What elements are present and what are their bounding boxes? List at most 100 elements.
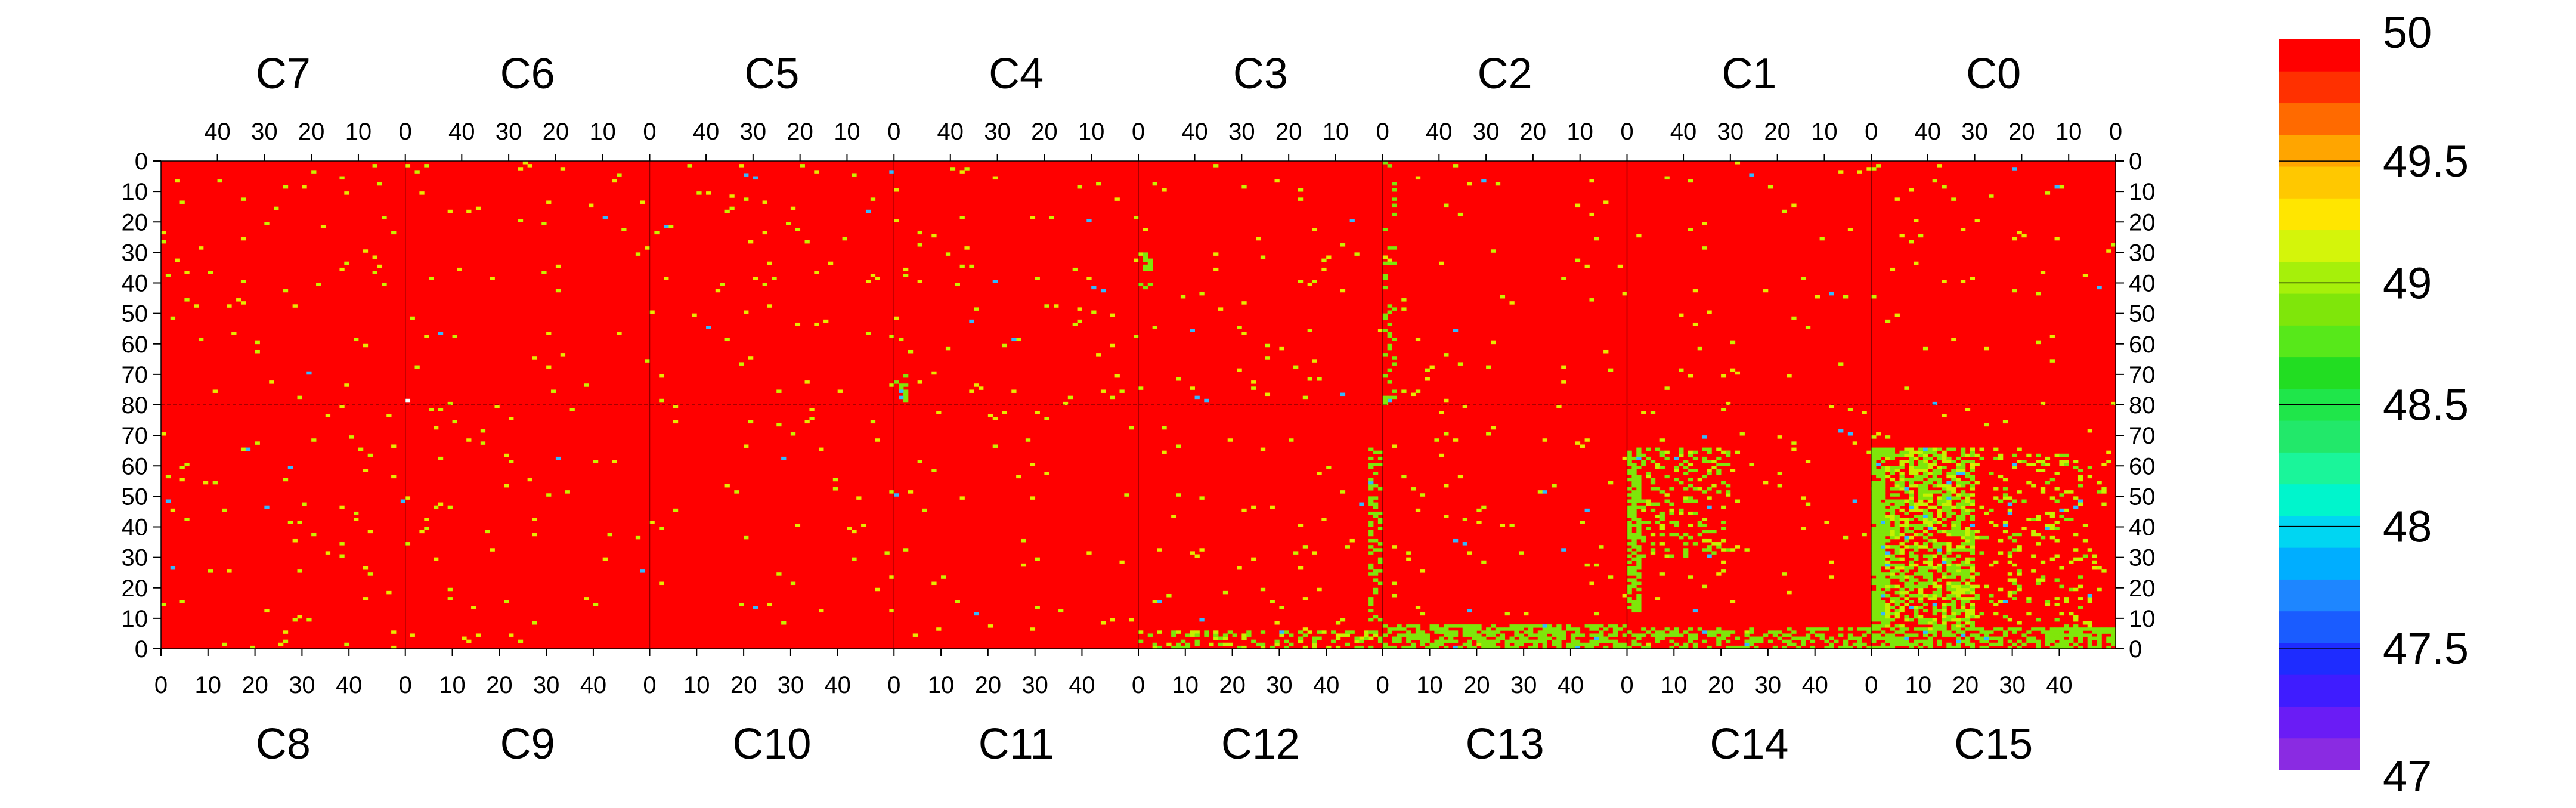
heatmap-cell [1894,533,1900,537]
heatmap-cell [814,322,819,326]
heatmap-cell [1702,246,1707,250]
heatmap-cell [1965,460,1971,463]
heatmap-cell [1881,453,1886,457]
heatmap-cell [1674,633,1679,637]
heatmap-cell [1603,200,1609,204]
heatmap-cell [1937,502,1942,506]
heatmap-cell [2012,597,2017,600]
heatmap-cell [2069,630,2074,634]
heatmap-cell [1852,636,1858,640]
heatmap-cell [1387,164,1392,168]
heatmap-cell [1894,575,1900,579]
heatmap-cell [1627,508,1632,512]
heatmap-cell [1387,258,1392,262]
heatmap-cell [1857,627,1862,631]
heatmap-cell [1993,627,1999,631]
heatmap-cell [1932,472,1937,475]
heatmap-cell [1735,645,1741,649]
heatmap-cell [325,414,331,417]
heatmap-cell [1702,524,1707,527]
heatmap-cell [1843,642,1849,646]
heatmap-cell [1307,377,1312,381]
heatmap-cell [1608,624,1614,628]
heatmap-cell [1922,630,1928,634]
heatmap-cell [1655,447,1661,451]
heatmap-cell [1566,624,1571,628]
heatmap-cell [1998,475,2004,479]
heatmap-cell [1942,450,1947,454]
heatmap-cell [1956,630,1961,634]
heatmap-cell [1960,228,1966,231]
heatmap-cell [1669,521,1674,524]
heatmap-cell [1899,630,1905,634]
heatmap-cell [1866,450,1872,454]
heatmap-cell [255,349,260,354]
heatmap-cell [1580,521,1585,524]
heatmap-cell [1805,633,1811,637]
heatmap-cell [1100,621,1106,625]
heatmap-cell [1725,484,1731,488]
heatmap-cell [1631,606,1637,609]
heatmap-cell [1707,460,1712,463]
heatmap-cell [1683,645,1689,649]
heatmap-cell [354,511,359,515]
heatmap-cell [1688,499,1693,503]
heatmap-cell [1147,633,1153,637]
heatmap-cell [1989,642,1994,646]
heatmap-cell [1580,444,1585,448]
heatmap-cell [184,463,190,466]
heatmap-cell [2002,524,2008,527]
heatmap-cell [199,338,204,342]
heatmap-cell [1688,639,1693,643]
heatmap-cell [1669,639,1674,643]
heatmap-cell [1368,496,1374,500]
heatmap-cell [837,389,843,393]
heatmap-cell [1970,624,1976,628]
heatmap-cell [1881,524,1886,527]
heatmap-cell [1927,499,1933,503]
heatmap-cell [1067,395,1073,400]
heatmap-cell [1650,460,1656,463]
heatmap-cell [1368,478,1374,482]
heatmap-cell [344,383,349,387]
heatmap-cell [1730,645,1736,649]
heatmap-cell [692,313,697,317]
heatmap-cell [1289,438,1294,442]
colorbar-tick-label: 48 [2383,502,2432,552]
heatmap-cell [1876,590,1881,595]
heatmap-cell [1636,484,1642,488]
heatmap-cell [772,277,777,280]
heatmap-cell [2007,535,2013,540]
heatmap-cell [1922,475,1928,479]
heatmap-cell [1481,639,1487,643]
heatmap-cell [1894,563,1900,567]
heatmap-cell [2054,538,2060,543]
heatmap-cell [1157,630,1162,634]
heatmap-cell [1646,456,1651,460]
heatmap-cell [1876,545,1881,549]
heatmap-cell [2077,557,2083,561]
heatmap-cell [2077,584,2083,589]
heatmap-cell [1974,597,1980,600]
heatmap-cell [1129,426,1134,430]
heatmap-cell [2049,630,2055,634]
heatmap-cell [1871,515,1877,518]
heatmap-cell [992,444,998,448]
heatmap-cell [1495,182,1501,186]
heatmap-cell [1965,475,1971,479]
heatmap-cell [1293,365,1299,369]
heatmap-cell [1237,645,1242,649]
heatmap-cell [1890,511,1896,515]
heatmap-cell [2007,560,2013,564]
heatmap-cell [1782,633,1787,637]
heatmap-cell [1960,587,1966,592]
heatmap-cell [852,530,857,534]
heatmap-cell [1993,560,1999,564]
heatmap-cell [1176,493,1181,497]
heatmap-cell [1636,575,1642,579]
x-tick-label-top: 30 [1717,119,1744,145]
heatmap-cell [2077,627,2083,631]
heatmap-cell [1298,639,1304,643]
heatmap-cell [1500,633,1506,637]
heatmap-cell [1946,548,1952,552]
